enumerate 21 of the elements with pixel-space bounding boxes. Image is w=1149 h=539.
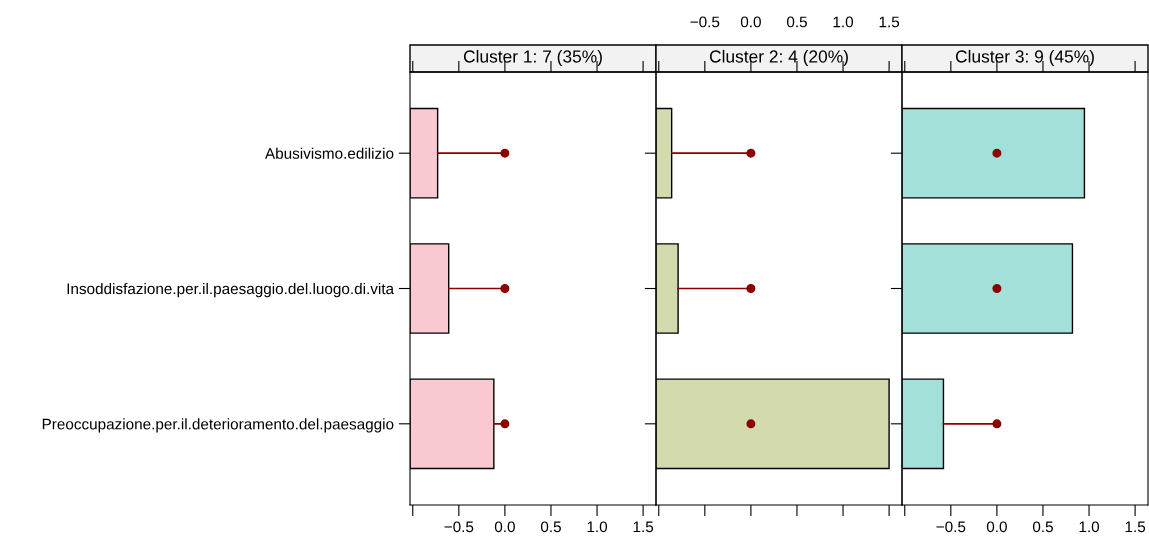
chart-title: Cluster 3: 9 (45%)	[955, 49, 1094, 67]
y-tick-label: Preoccupazione.per.il.deterioramento.del.paesaggio	[42, 418, 394, 433]
x-tick-label: 1.5	[1125, 521, 1146, 533]
chart-title: Cluster 2: 4 (20%)	[709, 49, 848, 67]
x-tick-label: 0.0	[494, 521, 515, 533]
x2-tick-label: 1.5	[879, 16, 900, 28]
x2-tick-label: 0.5	[786, 16, 807, 28]
x-tick-label: 0.5	[1032, 521, 1053, 533]
x-tick-label: −0.5	[936, 521, 966, 533]
x-tick-label: 0.5	[540, 521, 561, 533]
x-tick-label: 1.0	[1079, 521, 1100, 533]
y-tick-label: Insoddisfazione.per.il.paesaggio.del.luogo.di.vita	[67, 282, 395, 298]
x-tick-label: 0.0	[986, 521, 1007, 533]
x-tick-label: 1.5	[633, 521, 654, 533]
x2-tick-label: −0.5	[690, 16, 720, 28]
x2-tick-label: 0.0	[740, 16, 761, 28]
chart-title: Cluster 1: 7 (35%)	[463, 49, 602, 67]
x2-tick-label: 1.0	[833, 16, 854, 28]
x-tick-label: −0.5	[444, 521, 474, 533]
y-tick-label: Abusivismo.edilizio	[265, 147, 394, 159]
x-tick-label: 1.0	[587, 521, 608, 533]
